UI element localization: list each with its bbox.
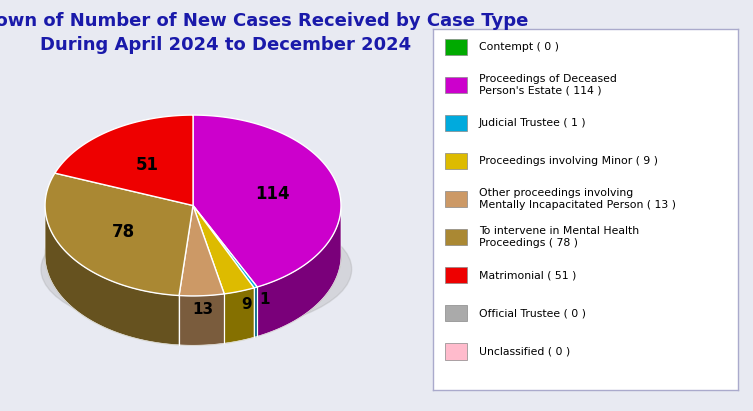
- Bar: [445, 39, 467, 55]
- Text: Other proceedings involving
Mentally Incapacitated Person ( 13 ): Other proceedings involving Mentally Inc…: [479, 188, 675, 210]
- Polygon shape: [45, 206, 179, 345]
- Bar: [445, 191, 467, 207]
- Bar: [445, 267, 467, 284]
- Text: Unclassified ( 0 ): Unclassified ( 0 ): [479, 346, 570, 356]
- Ellipse shape: [45, 164, 341, 345]
- Polygon shape: [254, 287, 258, 337]
- Text: Breakdown of Number of New Cases Received by Case Type
During April 2024 to Dece: Breakdown of Number of New Cases Receive…: [0, 12, 528, 54]
- Bar: [445, 305, 467, 321]
- Text: 9: 9: [241, 297, 252, 312]
- Bar: [445, 229, 467, 245]
- Bar: [445, 153, 467, 169]
- Text: To intervene in Mental Health
Proceedings ( 78 ): To intervene in Mental Health Proceeding…: [479, 226, 639, 248]
- Bar: [445, 77, 467, 93]
- Polygon shape: [193, 115, 341, 287]
- Polygon shape: [258, 207, 341, 336]
- Text: Proceedings involving Minor ( 9 ): Proceedings involving Minor ( 9 ): [479, 156, 657, 166]
- Text: 51: 51: [136, 155, 158, 173]
- Polygon shape: [179, 294, 224, 345]
- Polygon shape: [45, 173, 193, 296]
- Text: 1: 1: [260, 292, 270, 307]
- Polygon shape: [224, 288, 254, 343]
- Polygon shape: [193, 206, 258, 288]
- Polygon shape: [193, 206, 254, 294]
- Polygon shape: [55, 115, 193, 206]
- Text: Contempt ( 0 ): Contempt ( 0 ): [479, 42, 559, 52]
- Text: Proceedings of Deceased
Person's Estate ( 114 ): Proceedings of Deceased Person's Estate …: [479, 74, 617, 96]
- Text: 114: 114: [255, 185, 290, 203]
- Bar: [445, 115, 467, 131]
- Text: Matrimonial ( 51 ): Matrimonial ( 51 ): [479, 270, 576, 280]
- Ellipse shape: [41, 206, 352, 332]
- Text: Official Trustee ( 0 ): Official Trustee ( 0 ): [479, 308, 586, 319]
- Text: 78: 78: [112, 223, 136, 241]
- Text: 13: 13: [193, 302, 214, 317]
- Bar: [445, 343, 467, 360]
- Text: Judicial Trustee ( 1 ): Judicial Trustee ( 1 ): [479, 118, 587, 128]
- Polygon shape: [179, 206, 224, 296]
